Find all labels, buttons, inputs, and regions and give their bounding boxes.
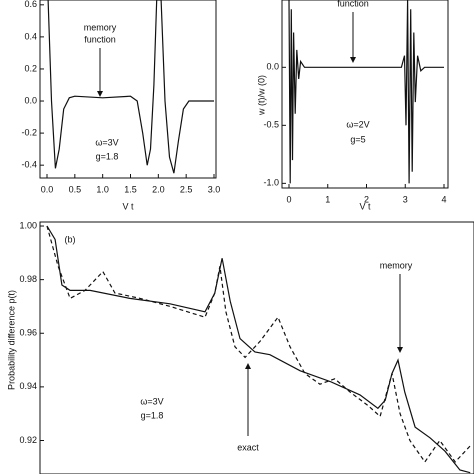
series-line xyxy=(288,0,444,184)
y-tick-label: 0.96 xyxy=(19,328,37,338)
y-tick-label: 1.00 xyxy=(19,220,37,230)
annotation: exact xyxy=(237,442,259,452)
annotation: g=1.8 xyxy=(141,410,164,420)
x-tick-label: 2.0 xyxy=(152,184,165,194)
y-tick-label: 0.92 xyxy=(19,435,37,445)
x-tick-label: 0.5 xyxy=(69,184,82,194)
y-tick-label: -1.0 xyxy=(263,178,279,188)
y-tick-label: 0.2 xyxy=(24,63,37,73)
series-line xyxy=(46,225,471,474)
x-tick-label: 1 xyxy=(325,194,330,204)
x-tick-label: 2 xyxy=(364,194,369,204)
y-tick-label: -0.2 xyxy=(21,127,37,137)
y-axis-label: w (t)/w (0) xyxy=(256,75,266,116)
x-tick-label: 0 xyxy=(286,194,291,204)
annotation: memory xyxy=(380,260,413,270)
x-axis-label: V t xyxy=(122,201,134,211)
annotation: memory xyxy=(84,22,117,32)
y-tick-label: -0.5 xyxy=(263,120,279,130)
y-tick-label: 0.94 xyxy=(19,381,37,391)
annotation: ω=2V xyxy=(346,119,369,129)
x-tick-label: 0.0 xyxy=(41,184,54,194)
x-axis-label: V t xyxy=(359,201,371,211)
annotation: g=1.8 xyxy=(96,151,119,161)
y-tick-label: -0.4 xyxy=(21,160,37,170)
x-tick-label: 4 xyxy=(441,194,446,204)
y-tick-label: 0.0 xyxy=(266,62,279,72)
annotation: function xyxy=(84,34,116,44)
x-tick-label: 1.0 xyxy=(96,184,109,194)
y-tick-label: 0.6 xyxy=(24,0,37,9)
annotation: function xyxy=(337,0,369,8)
y-tick-label: 0.0 xyxy=(24,95,37,105)
y-axis-label: Probability difference p(t) xyxy=(6,290,16,390)
y-tick-label: 0.98 xyxy=(19,274,37,284)
plot-frame xyxy=(39,221,474,474)
annotation: (b) xyxy=(65,234,76,244)
annotation: g=5 xyxy=(350,134,365,144)
x-tick-label: 3 xyxy=(403,194,408,204)
series-line xyxy=(47,0,214,174)
x-tick-label: 2.5 xyxy=(180,184,193,194)
y-tick-label: 0.4 xyxy=(24,31,37,41)
annotation: ω=3V xyxy=(140,396,163,406)
plot-frame xyxy=(39,0,217,179)
annotation: ω=3V xyxy=(95,137,118,147)
x-tick-label: 1.5 xyxy=(124,184,137,194)
x-tick-label: 3.0 xyxy=(208,184,221,194)
plot-frame xyxy=(281,0,449,189)
